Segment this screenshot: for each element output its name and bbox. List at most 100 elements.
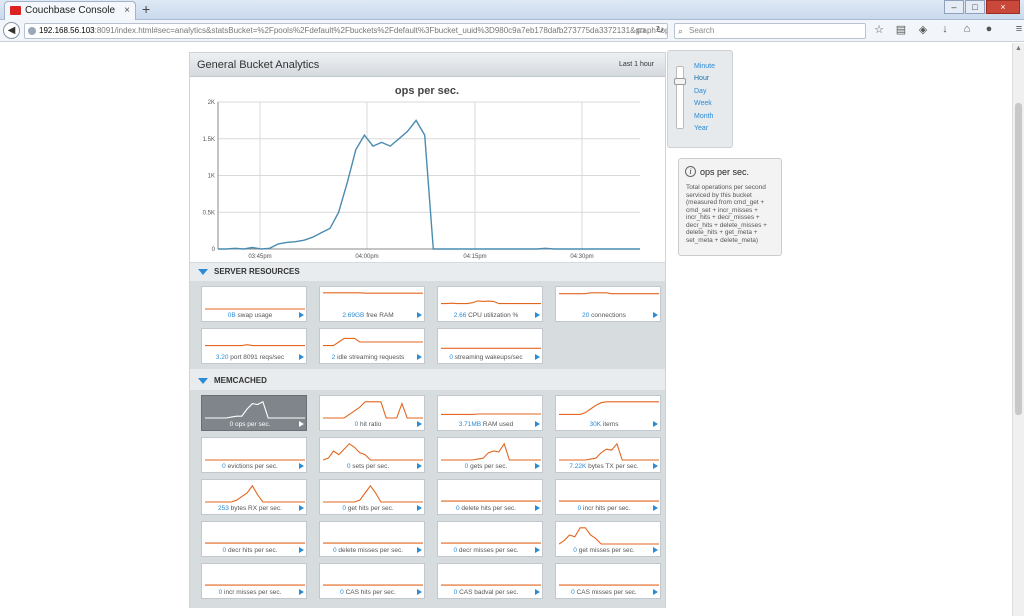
expand-arrow-icon[interactable]	[299, 354, 304, 360]
server-resources-toggle[interactable]: SERVER RESOURCES	[198, 267, 300, 279]
metric-tile[interactable]: 30K items	[555, 395, 661, 431]
sparkline	[559, 442, 659, 461]
tab-close-icon[interactable]: ×	[124, 5, 130, 16]
metric-tile[interactable]: 0 incr hits per sec.	[555, 479, 661, 515]
metric-tile[interactable]: 2 idle streaming requests	[319, 328, 425, 364]
metric-tile[interactable]: 0 get hits per sec.	[319, 479, 425, 515]
metric-label: 7.22K bytes TX per sec.	[558, 463, 650, 470]
expand-arrow-icon[interactable]	[653, 421, 658, 427]
expand-arrow-icon[interactable]	[653, 589, 658, 595]
scroll-up-icon[interactable]: ▲	[1015, 45, 1022, 52]
expand-arrow-icon[interactable]	[535, 354, 540, 360]
download-icon[interactable]: ↓	[942, 23, 948, 35]
zoom-option-hour[interactable]: Hour	[694, 75, 710, 83]
metric-tile[interactable]: 0 evictions per sec.	[201, 437, 307, 473]
metric-tile[interactable]: 0 decr hits per sec.	[201, 521, 307, 557]
address-bar[interactable]: 192.168.56.103:8091/index.html#sec=analy…	[24, 23, 668, 39]
expand-arrow-icon[interactable]	[417, 463, 422, 469]
menu-icon[interactable]: ≡	[1015, 23, 1023, 35]
expand-arrow-icon[interactable]	[299, 463, 304, 469]
metric-value: 7.22K	[569, 463, 587, 470]
expand-arrow-icon[interactable]	[535, 547, 540, 553]
metric-name: delete misses per sec.	[336, 547, 404, 554]
zoom-option-month[interactable]: Month	[694, 112, 714, 120]
expand-arrow-icon[interactable]	[299, 547, 304, 553]
metric-tile[interactable]: 2.69GB free RAM	[319, 286, 425, 322]
metric-tile[interactable]: 0 delete hits per sec.	[437, 479, 543, 515]
metric-name: CPU utilization %	[466, 312, 519, 319]
expand-arrow-icon[interactable]	[535, 421, 540, 427]
metric-tile[interactable]: 0 ops per sec.	[201, 395, 307, 431]
expand-arrow-icon[interactable]	[417, 505, 422, 511]
back-arrow-icon[interactable]: ◀	[3, 22, 20, 39]
metric-tile[interactable]: 0 incr misses per sec.	[201, 563, 307, 599]
expand-arrow-icon[interactable]	[653, 547, 658, 553]
sparkline	[559, 292, 659, 295]
metric-tile[interactable]: 0 decr misses per sec.	[437, 521, 543, 557]
zoom-option-minute[interactable]: Minute	[694, 63, 716, 70]
search-input[interactable]: ⌕ Search	[674, 23, 866, 39]
metric-tile[interactable]: 0 CAS badval per sec.	[437, 563, 543, 599]
metric-label: 0 incr hits per sec.	[558, 505, 650, 512]
metric-label: 0 ops per sec.	[204, 421, 296, 428]
metric-tile[interactable]: 0 delete misses per sec.	[319, 521, 425, 557]
memcached-toggle[interactable]: MEMCACHED	[198, 376, 267, 388]
new-tab-button[interactable]: +	[142, 1, 151, 17]
metric-tile[interactable]: 20 connections	[555, 286, 661, 322]
chat-icon[interactable]: ●	[985, 23, 993, 35]
expand-arrow-icon[interactable]	[417, 354, 422, 360]
metric-tile[interactable]: 0 CAS misses per sec.	[555, 563, 661, 599]
metric-tile[interactable]: 0 get misses per sec.	[555, 521, 661, 557]
close-window-button[interactable]: ×	[986, 0, 1020, 14]
zoom-slider-handle[interactable]	[674, 78, 686, 85]
reload-icon[interactable]: ↻	[655, 25, 664, 36]
expand-arrow-icon[interactable]	[417, 312, 422, 318]
expand-arrow-icon[interactable]	[535, 505, 540, 511]
maximize-button[interactable]: □	[965, 0, 985, 14]
zoom-option-year[interactable]: Year	[694, 125, 709, 133]
expand-arrow-icon[interactable]	[417, 421, 422, 427]
metric-tile[interactable]: 253 bytes RX per sec.	[201, 479, 307, 515]
metric-tile[interactable]: 3.20 port 8091 reqs/sec	[201, 328, 307, 364]
scrollbar-thumb[interactable]	[1015, 103, 1022, 415]
expand-arrow-icon[interactable]	[417, 589, 422, 595]
zoom-option-week[interactable]: Week	[694, 100, 712, 108]
metric-tile[interactable]: 0 streaming wakeups/sec	[437, 328, 543, 364]
metric-tile[interactable]: 0 sets per sec.	[319, 437, 425, 473]
expand-arrow-icon[interactable]	[653, 312, 658, 318]
pocket-icon[interactable]: ◈	[918, 24, 928, 36]
metric-value: 0	[354, 421, 359, 428]
expand-arrow-icon[interactable]	[535, 589, 540, 595]
reader-view-icon[interactable]: ▭	[636, 25, 646, 36]
zoom-option-day[interactable]: Day	[694, 87, 707, 95]
browser-tab[interactable]: Couchbase Console (4.0.0-... ×	[4, 1, 136, 33]
expand-arrow-icon[interactable]	[299, 505, 304, 511]
metric-value: 0	[453, 547, 458, 554]
metric-label: 0 delete misses per sec.	[322, 547, 414, 554]
metric-tile[interactable]: 3.71MB RAM used	[437, 395, 543, 431]
zoom-slider-track[interactable]	[676, 66, 684, 129]
expand-arrow-icon[interactable]	[299, 312, 304, 318]
expand-arrow-icon[interactable]	[653, 505, 658, 511]
metric-tile[interactable]: 0 CAS hits per sec.	[319, 563, 425, 599]
minimize-button[interactable]: –	[944, 0, 964, 14]
metric-tile[interactable]: 7.22K bytes TX per sec.	[555, 437, 661, 473]
expand-arrow-icon[interactable]	[299, 589, 304, 595]
metric-tile[interactable]: 2.66 CPU utilization %	[437, 286, 543, 322]
expand-arrow-icon[interactable]	[535, 463, 540, 469]
page-scrollbar[interactable]: ▲	[1012, 43, 1024, 616]
metric-name: hit ratio	[358, 421, 382, 428]
expand-arrow-icon[interactable]	[653, 463, 658, 469]
metric-tile[interactable]: 0B swap usage	[201, 286, 307, 322]
home-icon[interactable]: ⌂	[963, 23, 971, 35]
site-info-icon[interactable]	[28, 27, 36, 35]
expand-arrow-icon[interactable]	[299, 421, 304, 427]
y-tick-label: 2K	[208, 100, 215, 106]
metric-tile[interactable]: 0 hit ratio	[319, 395, 425, 431]
sparkline-path	[441, 442, 541, 461]
bookmark-star-icon[interactable]: ☆	[874, 24, 884, 36]
metric-tile[interactable]: 0 gets per sec.	[437, 437, 543, 473]
expand-arrow-icon[interactable]	[417, 547, 422, 553]
bookmarks-list-icon[interactable]: ▤	[895, 24, 907, 36]
expand-arrow-icon[interactable]	[535, 312, 540, 318]
